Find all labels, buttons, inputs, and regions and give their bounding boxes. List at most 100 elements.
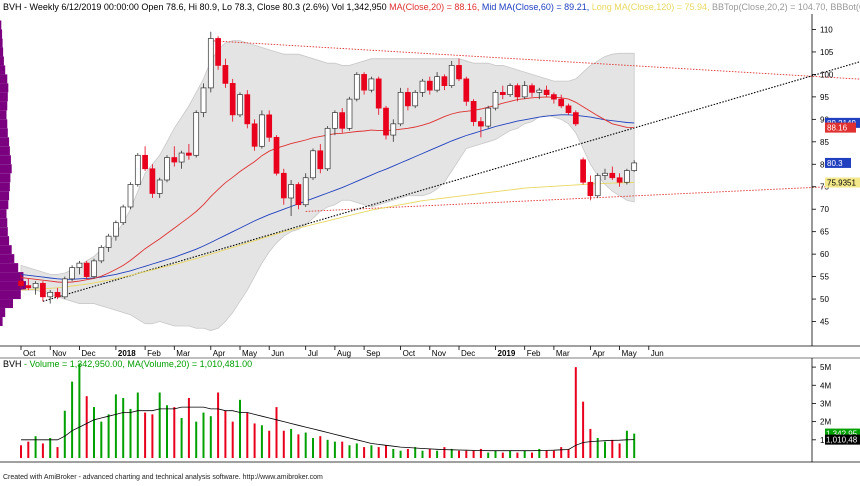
candle [405,87,411,111]
volume-profile-bar [0,281,26,291]
candle-body [478,121,484,127]
price-tick-label: 95 [820,93,829,102]
volume-value-label: 1,342,95 [826,430,858,439]
candle-body [594,175,601,197]
candle [113,220,119,241]
candle-body [127,184,134,208]
volume-profile-bar [0,38,3,48]
price-value-label-box [825,122,856,133]
candle-body [91,260,97,277]
candle-body [572,112,579,125]
candle-body [244,94,251,125]
candle-body [551,94,557,100]
volume-pane [20,363,636,458]
time-tick-label: Feb [147,349,161,358]
volume-profile-bar [0,164,12,174]
candle-body [83,262,90,277]
candle [40,281,46,302]
candle-body [543,89,550,95]
time-tick-label: Apr [213,349,226,358]
candle [54,287,61,300]
candle-body [178,152,185,163]
candle-body [536,89,543,93]
volume-profile-bar [0,146,10,156]
candle [18,274,24,288]
time-tick-label: Mar [176,349,190,358]
candle [76,260,83,275]
price-tick-label: 50 [820,295,829,304]
volume-profile-bar [0,191,10,201]
ma120-line [20,182,635,291]
candle-body [164,157,170,181]
header-symbol: BVH [3,2,22,12]
candle [426,76,433,95]
price-tick-label: 80 [820,160,829,169]
volume-profile-bar [0,155,11,165]
chart-header: BVH - Weekly 6/12/2019 00:00:00 Open 78.… [3,2,860,12]
volume-tick-label: 3M [820,399,831,408]
candle-body [317,150,324,170]
candle [624,168,630,185]
volume-profile-bar [0,101,8,111]
price-tick-label: 75 [820,183,829,192]
candle [587,175,594,201]
volume-profile-bar [0,182,10,192]
candle [441,74,448,91]
candle-body [25,285,32,289]
candle-body [492,92,499,109]
candle [543,85,550,97]
candle-body [47,291,54,298]
candle [207,31,214,93]
candle [105,233,112,252]
candle [412,90,419,109]
candle-body [193,112,200,156]
candle [368,76,375,93]
volume-profile-bar [0,56,4,66]
time-tick-label: May [622,349,637,358]
candle-body [288,184,294,199]
candle [353,72,360,102]
candle-body [375,78,382,109]
candle-body [368,78,375,91]
candle [419,78,426,97]
candle [390,119,397,142]
volume-profile-bar [0,137,10,147]
candle [602,168,608,180]
candle [288,180,294,216]
header-ma20: MA(Close,20) = 88.16, [389,2,482,12]
candle [324,126,331,172]
candle [171,146,178,167]
candle [463,76,470,106]
candle [572,110,579,127]
candle [91,258,97,279]
price-tick-label: 55 [820,273,829,282]
candle [69,265,75,282]
candle-body [434,76,440,91]
candle [237,92,243,118]
volume-profile-bar [0,299,13,309]
candle [98,245,105,264]
price-value-label-box [825,157,851,168]
candle [83,260,90,279]
candle-body [470,101,477,122]
time-tick-label: Nov [52,349,66,358]
candle-body [507,85,513,95]
candle-body [602,172,608,176]
candle-body [120,206,127,224]
candle-body [339,112,346,129]
price-tick-label: 65 [820,228,829,237]
candle-body [390,123,397,136]
time-tick-label: Feb [527,349,541,358]
candle-body [280,172,287,199]
candle [244,90,251,129]
volume-profile-bar [0,236,10,246]
candle-body [273,136,280,174]
volume-profile-bar [0,308,6,318]
volume-profile-bar [0,254,15,264]
candle-body [624,170,630,183]
candle [499,85,506,100]
candle [551,92,557,104]
candle [507,83,513,97]
candle-body [259,114,265,147]
candle [186,144,192,160]
